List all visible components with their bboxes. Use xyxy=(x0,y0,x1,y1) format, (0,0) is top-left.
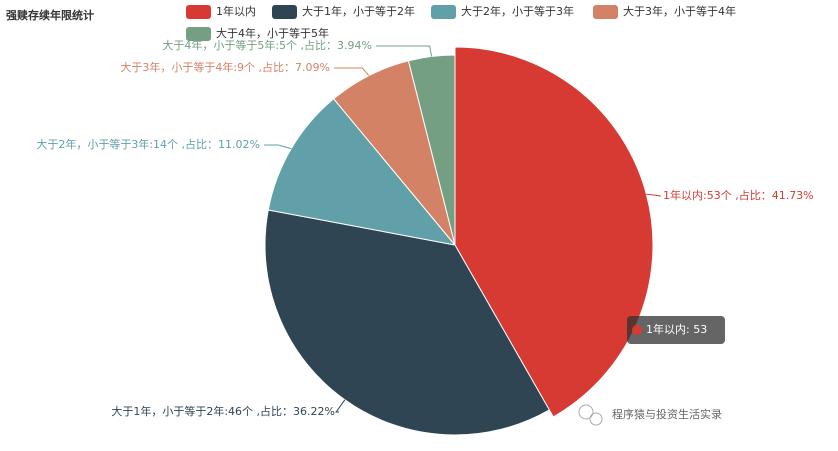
legend-label: 大于1年，小于等于2年 xyxy=(302,4,415,18)
legend-swatch xyxy=(431,5,456,19)
leader-line xyxy=(376,45,433,57)
leader-line xyxy=(264,144,292,150)
data-label: 大于1年，小于等于2年:46个 ,占比：36.22% xyxy=(111,404,335,418)
leader-line xyxy=(646,193,661,197)
watermark-icon xyxy=(589,412,603,426)
tooltip-text: 1年以内: 53 xyxy=(646,322,707,336)
data-label: 大于2年，小于等于3年:14个 ,占比：11.02% xyxy=(36,137,260,151)
watermark-icon xyxy=(578,404,594,420)
legend-swatch xyxy=(272,5,297,19)
pie-slice xyxy=(454,46,654,418)
pie-slice xyxy=(267,98,457,246)
tooltip-box xyxy=(627,316,725,344)
pie-slice xyxy=(264,209,551,436)
legend-label: 大于2年，小于等于3年 xyxy=(461,4,574,18)
legend-swatch xyxy=(186,5,211,19)
legend-label: 大于3年，小于等于4年 xyxy=(623,4,736,18)
tooltip: 1年以内: 53 xyxy=(627,316,725,344)
legend-label: 大于4年，小于等于5年 xyxy=(216,26,329,40)
tooltip-dot xyxy=(632,325,642,335)
data-label: 大于3年，小于等于4年:9个 ,占比：7.09% xyxy=(120,60,330,74)
legend-swatch xyxy=(593,5,618,19)
chart-title: 强赎存续年限统计 xyxy=(6,8,94,22)
watermark: 程序猿与投资生活实录 xyxy=(578,404,722,426)
watermark-text: 程序猿与投资生活实录 xyxy=(612,407,722,421)
data-label: 大于4年，小于等于5年:5个 ,占比：3.94% xyxy=(162,38,372,52)
leader-line xyxy=(335,399,346,413)
data-label: 1年以内:53个 ,占比：41.73% xyxy=(663,188,814,202)
legend-swatch xyxy=(186,27,211,41)
pie-slice xyxy=(407,54,456,246)
leader-line xyxy=(334,67,370,76)
legend-label: 1年以内 xyxy=(216,4,256,18)
